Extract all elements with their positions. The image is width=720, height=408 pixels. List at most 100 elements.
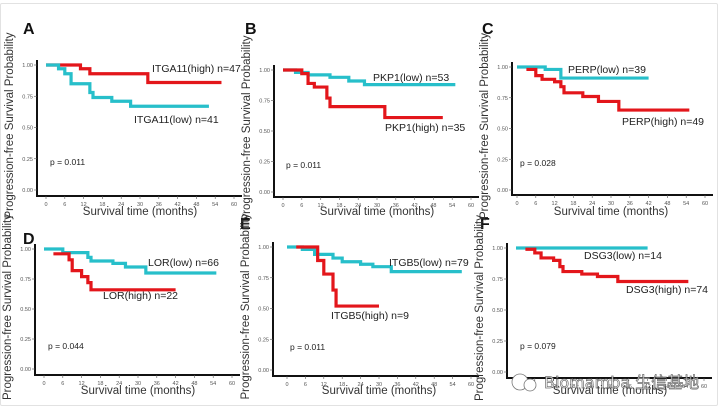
x-tick-label: 42 (413, 382, 419, 388)
x-tick-label: 0 (44, 202, 47, 208)
x-tick-label: 6 (63, 202, 66, 208)
y-tick-label: 0.75 (20, 277, 31, 283)
x-tick-label: 12 (79, 381, 85, 387)
curve-label-low: ITGA11(low) n=41 (134, 114, 219, 126)
y-axis-label: Progression-free Survival Probability (4, 32, 16, 218)
x-tick-label: 42 (173, 381, 179, 387)
x-tick-label: 36 (156, 202, 162, 208)
x-tick-label: 0 (515, 201, 518, 207)
y-tick-label: 0.75 (22, 94, 33, 100)
y-tick-label: 0.50 (258, 307, 269, 313)
y-tick-label: 1.00 (258, 245, 269, 251)
x-tick-label: 18 (336, 203, 342, 209)
curve-label-low: PERP(low) n=39 (568, 64, 646, 76)
x-tick-label: 24 (118, 202, 124, 208)
km-curve-low (517, 65, 649, 80)
curve-label-high: PERP(high) n=49 (622, 116, 704, 128)
y-tick-label: 0.00 (258, 368, 269, 374)
y-axis-label: Progression-free Survival Probability (241, 35, 253, 221)
km-curve-low (287, 245, 462, 274)
x-tick-label: 30 (608, 201, 614, 207)
y-tick-label: 0.00 (497, 188, 508, 194)
curve-label-low: LOR(low) n=66 (148, 257, 219, 269)
x-tick-label: 42 (646, 201, 652, 207)
km-curve-high (296, 245, 379, 308)
x-tick-label: 24 (589, 201, 595, 207)
x-tick-label: 18 (569, 384, 575, 390)
km-curve-low (283, 68, 456, 87)
curve-label-low: PKP1(low) n=53 (373, 72, 449, 84)
p-value: p = 0.079 (520, 341, 556, 351)
wechat-icon-bubble (523, 378, 537, 392)
x-tick-label: 60 (468, 382, 474, 388)
x-tick-label: 60 (702, 201, 708, 207)
x-tick-label: 48 (431, 382, 437, 388)
y-tick-label: 0.25 (20, 337, 31, 343)
y-axis-label: Progression-free Survival Probability (479, 33, 491, 219)
curve-label-high: LOR(high) n=22 (103, 290, 178, 302)
x-tick-label: 18 (97, 381, 103, 387)
y-tick-label: 0.00 (259, 190, 270, 196)
y-tick-label: 1.00 (20, 247, 31, 253)
km-curve-low (46, 63, 209, 108)
x-tick-label: 12 (318, 203, 324, 209)
curve-label-high: DSG3(high) n=74 (626, 284, 708, 296)
y-tick-label: 0.75 (259, 99, 270, 105)
x-tick-label: 60 (468, 203, 474, 209)
curve-label-high: ITGB5(high) n=9 (331, 310, 409, 322)
x-axis-label: Survival time (months) (320, 206, 435, 218)
panel-letter: F (480, 216, 490, 233)
watermark-text: Biomamba 生信基地 (544, 373, 699, 392)
x-tick-label: 12 (552, 201, 558, 207)
x-tick-label: 24 (588, 384, 594, 390)
y-tick-label: 0.50 (22, 126, 33, 132)
x-tick-label: 6 (304, 382, 307, 388)
y-tick-label: 0.50 (259, 129, 270, 135)
x-tick-label: 0 (281, 203, 284, 209)
x-tick-label: 0 (42, 381, 45, 387)
x-tick-label: 6 (300, 203, 303, 209)
curve-label-high: ITGA11(high) n=47 (152, 63, 241, 75)
x-tick-label: 12 (81, 202, 87, 208)
x-tick-label: 54 (449, 203, 455, 209)
x-axis-label: Survival time (months) (553, 385, 668, 397)
y-tick-label: 0.25 (497, 157, 508, 163)
km-curve-high (283, 68, 443, 120)
x-tick-label: 54 (682, 384, 688, 390)
x-tick-label: 36 (393, 203, 399, 209)
km-curve-high (525, 247, 689, 284)
curve-label-low: DSG3(low) n=14 (584, 250, 662, 262)
curve-label-high: PKP1(high) n=35 (385, 122, 465, 134)
y-tick-label: 0.25 (492, 339, 503, 345)
y-tick-label: 0.75 (497, 96, 508, 102)
x-tick-label: 54 (683, 201, 689, 207)
p-value: p = 0.028 (520, 158, 556, 168)
x-tick-label: 36 (627, 201, 633, 207)
curve-label-low: ITGB5(low) n=79 (389, 257, 469, 269)
x-tick-label: 24 (358, 382, 364, 388)
y-tick-label: 0.75 (258, 276, 269, 282)
panel-letter: E (240, 216, 251, 233)
x-tick-label: 30 (607, 384, 613, 390)
y-tick-label: 0.00 (22, 188, 33, 194)
panel-d: D 0.00 0.25 0.50 0.75 1.00 0 6 12 18 24 30 36 42 48 54 6… (2, 214, 240, 400)
y-tick-label: 0.25 (22, 157, 33, 163)
y-tick-label: 0.50 (20, 307, 31, 313)
x-tick-label: 48 (663, 384, 669, 390)
y-tick-label: 1.00 (259, 68, 270, 74)
x-axis-label: Survival time (months) (83, 206, 198, 218)
x-axis-label: Survival time (months) (322, 385, 437, 397)
x-tick-label: 42 (645, 384, 651, 390)
x-tick-label: 54 (210, 381, 216, 387)
x-tick-label: 18 (570, 201, 576, 207)
x-tick-label: 30 (374, 203, 380, 209)
panel-letter: A (23, 21, 35, 38)
panel-a: A 0.00 0.25 0.50 0.75 1.00 0 6 12 18 24 30 36 42 48 54 6… (4, 21, 242, 219)
x-tick-label: 0 (285, 382, 288, 388)
panel-letter: C (482, 21, 494, 38)
panel-letter: D (23, 231, 35, 248)
x-tick-label: 30 (376, 382, 382, 388)
panel-f: F0.000.250.500.751.000612182430364248546… (474, 215, 712, 401)
km-curve-high (46, 63, 222, 85)
x-tick-label: 48 (430, 203, 436, 209)
